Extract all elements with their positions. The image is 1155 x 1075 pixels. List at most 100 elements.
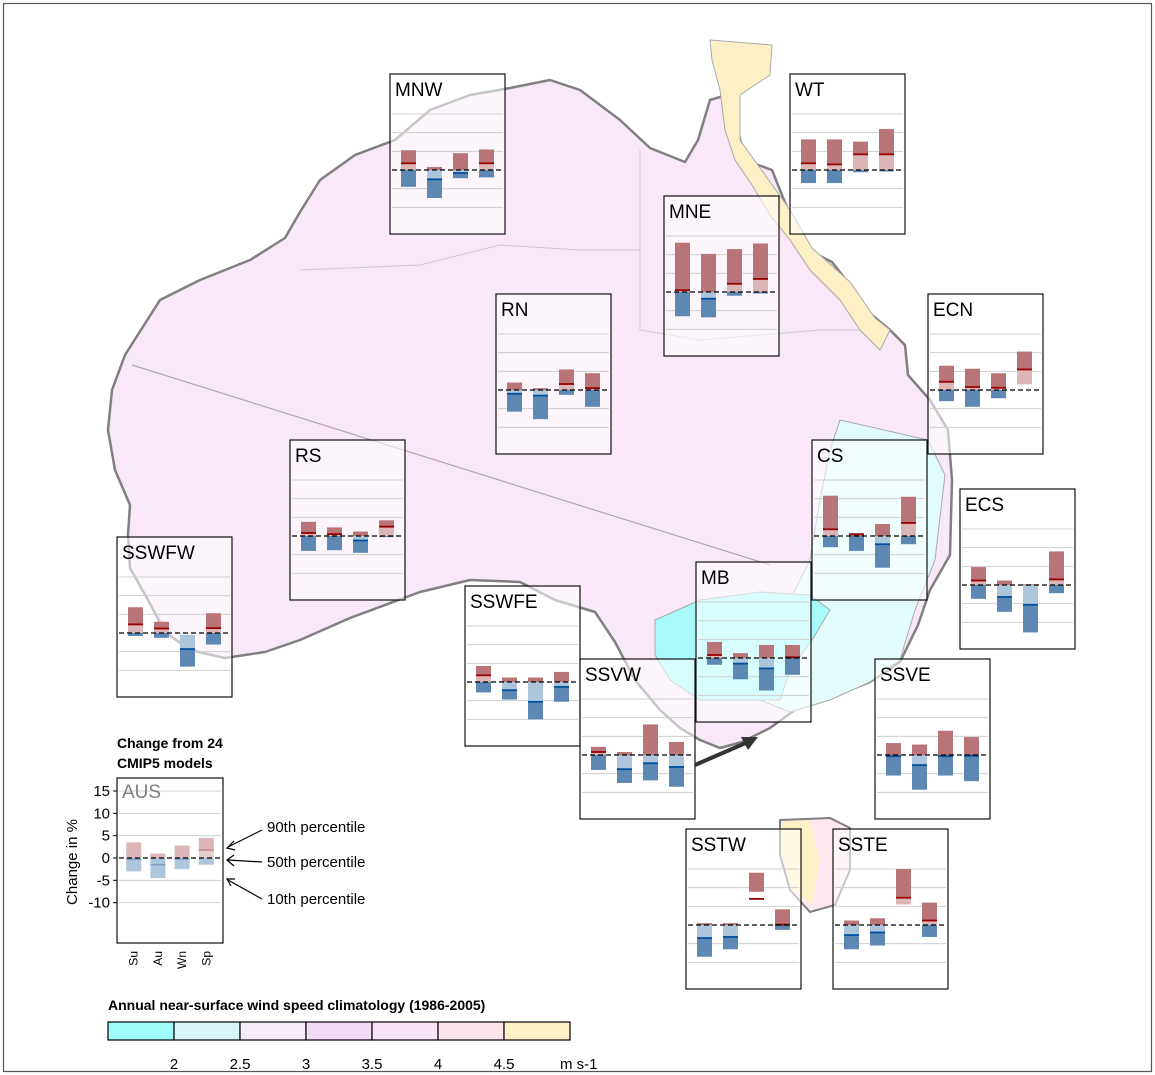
bar-90th-segment [759, 644, 774, 658]
panel-label: SSVE [880, 665, 931, 686]
bar-10th-segment [759, 668, 774, 691]
bar-lower-light-segment [528, 682, 543, 702]
bar-lower-light-segment [997, 585, 1012, 597]
bar-upper-light-segment [707, 655, 722, 658]
bar-90th-segment [206, 613, 221, 629]
panel-label: RN [501, 300, 528, 321]
bar-90th-segment [971, 567, 986, 581]
colorbar-tick-label: 4.5 [494, 1056, 515, 1073]
bar-upper-light-segment [965, 387, 980, 390]
bar-90th-segment [775, 909, 790, 925]
y-tick-label: -5 [97, 872, 110, 889]
bar-90th-segment [938, 730, 953, 755]
bar-10th-segment [1023, 604, 1038, 633]
panel-label: ECS [965, 495, 1004, 516]
bar-10th-segment [965, 390, 980, 407]
bar-upper-light-segment [896, 897, 911, 905]
aus-panel-label: AUS [122, 782, 161, 803]
bar-10th-segment [853, 170, 868, 173]
bar-10th-segment [901, 536, 916, 545]
bar-10th-segment [401, 170, 416, 187]
panel-sswfe: SSWFE [464, 585, 581, 747]
bar-10th-segment [528, 701, 543, 720]
legend-panel: Change from 24 CMIP5 models 15 10 5 0 -5 -10 S… [64, 735, 365, 969]
bar-10th-segment [206, 633, 221, 645]
bar-upper-segment [126, 842, 142, 858]
panel-ssvw: SSVW [579, 658, 696, 820]
bar-10th-segment [733, 663, 748, 680]
legend-ylabel: Change in % [64, 819, 81, 905]
bar-10th-segment [971, 585, 986, 599]
bar-90th-segment [870, 918, 885, 925]
y-tick-label: 10 [93, 805, 110, 822]
panel-wt: WT [789, 73, 906, 235]
panel-label: ECN [933, 300, 973, 321]
bar-90th-segment [912, 744, 927, 755]
colorbar-tick-label: 3 [302, 1056, 310, 1073]
bar-10th-segment [554, 686, 569, 702]
bar-10th-segment [886, 756, 901, 776]
panel-label: CS [817, 446, 843, 467]
bar-upper-light-segment [476, 675, 491, 682]
bar-lower-light-segment [617, 755, 632, 770]
panel-label: SSTW [691, 835, 746, 856]
bar-10th-segment [875, 544, 890, 568]
legend-arrows [225, 829, 263, 900]
bar-90th-segment [554, 671, 569, 682]
bar-90th-segment [559, 369, 574, 385]
bar-upper-light-segment [128, 624, 143, 633]
label-90th-percentile: 90th percentile [267, 819, 365, 836]
panel-ecn: ECN [927, 293, 1044, 455]
bar-90th-segment [964, 737, 979, 755]
bar-10th-segment [669, 766, 684, 787]
bar-90th-segment [922, 902, 937, 921]
bar-90th-segment [379, 520, 394, 527]
bar-90th-segment [844, 920, 859, 925]
bar-lower-light-segment [180, 634, 195, 650]
bar-10th-segment [823, 536, 838, 548]
bar-10th-segment [844, 935, 859, 950]
bar-90th-segment [875, 524, 890, 536]
bar-90th-segment [617, 752, 632, 755]
legend-title-line2: CMIP5 models [117, 755, 213, 771]
bar-lower-light-segment [759, 658, 774, 669]
panel-rn: RN [495, 293, 612, 455]
bar-90th-segment [965, 368, 980, 388]
bar-upper-light-segment [879, 154, 894, 170]
bar-90th-segment [785, 644, 800, 658]
bar-90th-segment [753, 243, 768, 279]
season-label: Su [127, 951, 141, 966]
bar-10th-segment [775, 925, 790, 930]
bar-upper-light-segment [939, 381, 954, 390]
bar-10th-segment [128, 633, 143, 636]
panel-label: SSVW [585, 665, 641, 686]
bar-90th-segment [701, 253, 716, 292]
colorbar-unit: m s-1 [560, 1056, 598, 1073]
panel-label: SSWFE [470, 592, 538, 613]
bar-10th-segment [502, 690, 517, 700]
bar-upper-light-segment [675, 290, 690, 292]
bar-10th-segment [701, 298, 716, 318]
bar-10th-segment [353, 540, 368, 553]
bar-90th-segment [675, 242, 690, 291]
bar-90th-segment [154, 621, 169, 629]
bar-90th-segment [591, 746, 606, 753]
bar-lower-light-segment [507, 390, 522, 394]
bar-10th-segment [476, 682, 491, 693]
bar-lower-light-segment [733, 658, 748, 664]
bar-10th-segment [785, 658, 800, 675]
bar-90th-segment [427, 167, 442, 170]
aus-legend-chart: 15 10 5 0 -5 -10 Su Au Wn Sp AUS [88, 777, 224, 969]
bar-upper-light-segment [591, 752, 606, 755]
bar-10th-segment [327, 536, 342, 551]
bar-lower-light-segment [701, 292, 716, 299]
colorbar-cell [305, 1021, 373, 1041]
bar-lower-light-segment [554, 682, 569, 687]
bar-10th-segment [753, 292, 768, 294]
bar-10th-segment [533, 395, 548, 420]
bar-lower-light-segment [723, 925, 738, 937]
panel-label: RS [295, 446, 321, 467]
bar-upper-light-segment [1017, 369, 1032, 385]
bar-lower-segment [174, 858, 190, 870]
